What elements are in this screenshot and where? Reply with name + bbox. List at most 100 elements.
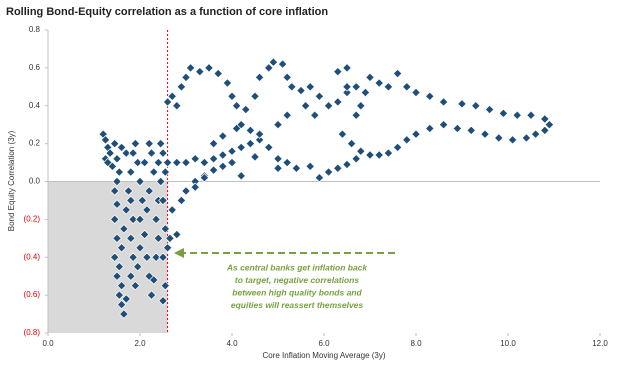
point [300,101,311,111]
point [185,63,196,73]
point [176,82,187,92]
point [121,294,131,304]
point [268,57,279,67]
point [137,195,147,206]
point [351,110,361,120]
point [100,135,111,145]
point [160,224,170,234]
point [126,233,136,244]
point [411,87,421,98]
x-axis-title: Core Inflation Moving Average (3y) [262,351,385,360]
point [254,72,265,83]
point [153,157,164,168]
point [103,157,113,168]
y-tick-label: 0.6 [29,63,41,72]
annotation-text: between high quality bonds and [232,287,362,297]
point [105,148,115,158]
point [135,243,145,253]
point [245,138,256,149]
chart-title: Rolling Bond-Equity correlation as a fun… [6,6,328,18]
point [158,148,168,158]
point [110,138,120,149]
point [333,66,343,77]
point [438,119,449,130]
point [195,66,205,77]
point [498,108,509,119]
point [158,296,168,306]
point [126,271,136,281]
point [208,138,219,149]
point [484,104,495,115]
point [128,148,138,158]
point [222,78,233,88]
point [374,78,384,88]
point [130,280,141,291]
point [296,85,306,96]
point [356,101,366,111]
point [264,142,274,153]
point [231,101,242,111]
point [114,290,124,300]
y-tick-label: (0.2) [24,214,41,223]
point [112,199,122,209]
point [323,101,334,111]
point [425,123,435,134]
point [146,290,157,300]
point [241,104,251,115]
series [98,57,555,319]
point [273,163,283,173]
point [119,224,129,234]
point [333,97,343,107]
point [540,125,550,136]
point [144,186,154,196]
point [151,214,161,225]
point [199,173,210,183]
point [116,280,127,291]
point [273,119,283,130]
annotation-text: equities will reassert themselves [231,300,364,310]
point [128,214,138,225]
point [521,133,532,143]
point [231,123,242,134]
point [314,91,325,101]
x-tick-label: 12.0 [592,339,608,348]
point [236,171,246,181]
annotation-text: As central banks get inflation back [226,262,369,272]
point [383,82,394,92]
point [112,271,122,281]
point [144,138,154,149]
point [402,135,412,145]
point [333,163,343,173]
point [540,114,550,124]
point [273,154,283,164]
point [218,131,228,141]
point [181,157,191,168]
point [374,150,384,160]
point [208,165,219,175]
point [156,138,166,149]
point [227,146,237,156]
x-tick-label: 8.0 [410,339,422,348]
point [142,252,152,262]
point [356,146,366,156]
point [512,110,522,120]
point [146,148,157,158]
point [139,229,150,240]
point [139,157,150,168]
point [236,142,246,153]
point [181,72,191,83]
point [128,252,138,262]
arrow-head [174,248,184,258]
point [167,91,177,101]
point [158,195,168,206]
x-tick-label: 2.0 [134,339,146,348]
point [162,243,173,253]
point [110,214,120,225]
y-tick-label: (0.8) [24,328,41,337]
point [457,99,467,109]
point [107,161,118,172]
point [151,252,161,262]
point [172,157,182,168]
x-tick-label: 6.0 [318,339,330,348]
point [176,195,187,206]
